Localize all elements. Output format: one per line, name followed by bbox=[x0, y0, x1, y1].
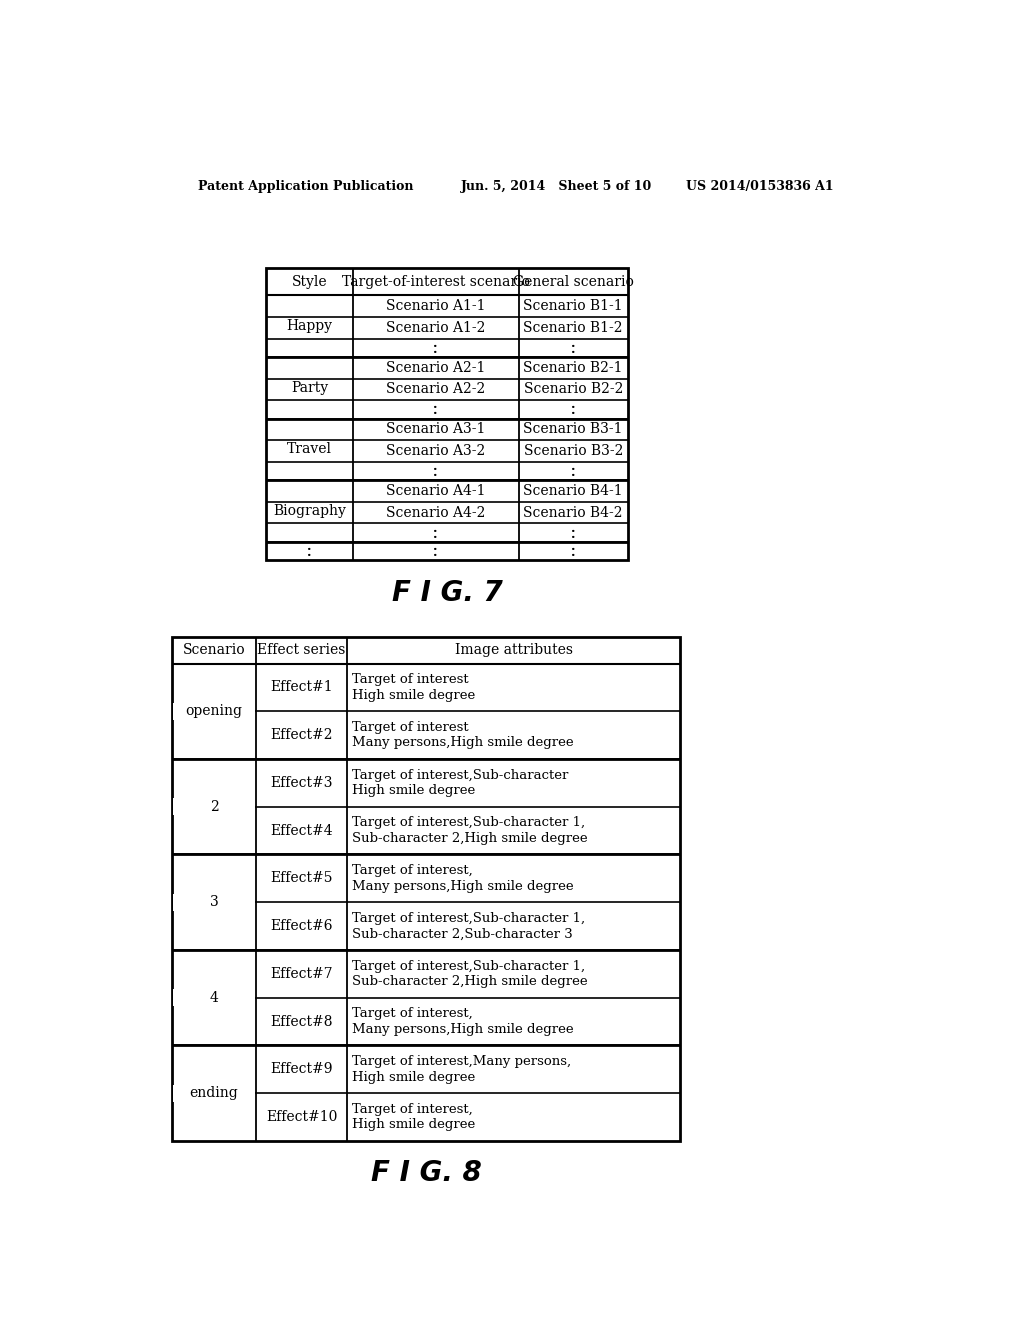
Text: Scenario B1-2: Scenario B1-2 bbox=[523, 321, 623, 335]
Text: :: : bbox=[432, 462, 439, 480]
Text: Target of interest,Sub-character 1,: Target of interest,Sub-character 1, bbox=[352, 960, 585, 973]
Text: Target of interest,: Target of interest, bbox=[352, 1102, 473, 1115]
Text: Effect#7: Effect#7 bbox=[270, 966, 333, 981]
Text: Scenario B1-1: Scenario B1-1 bbox=[523, 300, 623, 313]
Text: Target of interest,Many persons,: Target of interest,Many persons, bbox=[352, 1055, 571, 1068]
Text: Many persons,High smile degree: Many persons,High smile degree bbox=[352, 737, 573, 750]
Text: F I G. 8: F I G. 8 bbox=[371, 1159, 481, 1187]
Text: Travel: Travel bbox=[287, 442, 332, 457]
Text: Patent Application Publication: Patent Application Publication bbox=[198, 181, 414, 194]
Text: Target of interest,Sub-character 1,: Target of interest,Sub-character 1, bbox=[352, 912, 585, 925]
Text: F I G. 7: F I G. 7 bbox=[391, 578, 503, 607]
Bar bbox=[173, 1085, 255, 1102]
Text: :: : bbox=[432, 400, 439, 418]
Bar bbox=[173, 989, 255, 1006]
Text: Effect#10: Effect#10 bbox=[266, 1110, 337, 1125]
Text: High smile degree: High smile degree bbox=[352, 784, 475, 797]
Text: Scenario B3-2: Scenario B3-2 bbox=[523, 444, 623, 458]
Text: Party: Party bbox=[291, 381, 328, 395]
Bar bbox=[173, 894, 255, 911]
Text: Target of interest: Target of interest bbox=[352, 721, 469, 734]
Text: Target-of-interest scenario: Target-of-interest scenario bbox=[342, 275, 529, 289]
Text: Scenario B2-2: Scenario B2-2 bbox=[523, 383, 623, 396]
Text: :: : bbox=[432, 543, 439, 560]
Text: Target of interest,Sub-character 1,: Target of interest,Sub-character 1, bbox=[352, 816, 585, 829]
Text: Target of interest,Sub-character: Target of interest,Sub-character bbox=[352, 768, 568, 781]
Text: High smile degree: High smile degree bbox=[352, 1118, 475, 1131]
Text: Many persons,High smile degree: Many persons,High smile degree bbox=[352, 1023, 573, 1036]
Text: Scenario: Scenario bbox=[182, 643, 246, 657]
Text: Scenario B3-1: Scenario B3-1 bbox=[523, 422, 623, 437]
Text: Scenario B4-2: Scenario B4-2 bbox=[523, 506, 623, 520]
Text: Target of interest: Target of interest bbox=[352, 673, 469, 686]
Text: :: : bbox=[306, 543, 312, 560]
Text: Scenario A4-2: Scenario A4-2 bbox=[386, 506, 485, 520]
Text: Style: Style bbox=[292, 275, 327, 289]
Text: :: : bbox=[432, 339, 439, 356]
Text: General scenario: General scenario bbox=[513, 275, 634, 289]
Text: 2: 2 bbox=[210, 800, 218, 813]
Text: Target of interest,: Target of interest, bbox=[352, 865, 473, 878]
Text: Scenario A4-1: Scenario A4-1 bbox=[386, 484, 485, 498]
Text: Scenario A2-2: Scenario A2-2 bbox=[386, 383, 485, 396]
Text: Image attributes: Image attributes bbox=[455, 643, 572, 657]
Text: Effect#1: Effect#1 bbox=[270, 680, 333, 694]
Text: Effect#5: Effect#5 bbox=[270, 871, 333, 886]
Text: Sub-character 2,High smile degree: Sub-character 2,High smile degree bbox=[352, 975, 588, 989]
Text: :: : bbox=[570, 524, 577, 541]
Text: Scenario A2-1: Scenario A2-1 bbox=[386, 360, 485, 375]
Text: Effect#3: Effect#3 bbox=[270, 776, 333, 789]
Bar bbox=[266, 268, 628, 561]
Text: Effect series: Effect series bbox=[257, 643, 346, 657]
Text: Sub-character 2,Sub-character 3: Sub-character 2,Sub-character 3 bbox=[352, 927, 572, 940]
Bar bbox=[172, 638, 680, 1140]
Text: High smile degree: High smile degree bbox=[352, 1071, 475, 1084]
Bar bbox=[173, 702, 255, 719]
Text: opening: opening bbox=[185, 705, 243, 718]
Text: US 2014/0153836 A1: US 2014/0153836 A1 bbox=[686, 181, 834, 194]
Text: Scenario B2-1: Scenario B2-1 bbox=[523, 360, 623, 375]
Text: Effect#6: Effect#6 bbox=[270, 919, 333, 933]
Text: :: : bbox=[570, 543, 577, 560]
Text: 3: 3 bbox=[210, 895, 218, 909]
Text: Effect#8: Effect#8 bbox=[270, 1015, 333, 1028]
Text: Sub-character 2,High smile degree: Sub-character 2,High smile degree bbox=[352, 832, 588, 845]
Text: Biography: Biography bbox=[273, 504, 346, 517]
Text: Scenario A1-1: Scenario A1-1 bbox=[386, 300, 485, 313]
Text: Target of interest,: Target of interest, bbox=[352, 1007, 473, 1020]
Text: Jun. 5, 2014   Sheet 5 of 10: Jun. 5, 2014 Sheet 5 of 10 bbox=[461, 181, 652, 194]
Text: :: : bbox=[432, 524, 439, 541]
Text: Scenario A3-2: Scenario A3-2 bbox=[386, 444, 485, 458]
Text: Happy: Happy bbox=[287, 319, 333, 333]
Text: High smile degree: High smile degree bbox=[352, 689, 475, 702]
Text: 4: 4 bbox=[210, 991, 218, 1005]
Text: :: : bbox=[570, 400, 577, 418]
Text: Scenario B4-1: Scenario B4-1 bbox=[523, 484, 623, 498]
Text: :: : bbox=[570, 462, 577, 480]
Text: Effect#9: Effect#9 bbox=[270, 1063, 333, 1076]
Text: Many persons,High smile degree: Many persons,High smile degree bbox=[352, 879, 573, 892]
Text: Effect#4: Effect#4 bbox=[270, 824, 333, 838]
Text: ending: ending bbox=[189, 1086, 239, 1100]
Text: Effect#2: Effect#2 bbox=[270, 729, 333, 742]
Text: Scenario A1-2: Scenario A1-2 bbox=[386, 321, 485, 335]
Text: :: : bbox=[570, 339, 577, 356]
Text: Scenario A3-1: Scenario A3-1 bbox=[386, 422, 485, 437]
Bar bbox=[173, 799, 255, 816]
